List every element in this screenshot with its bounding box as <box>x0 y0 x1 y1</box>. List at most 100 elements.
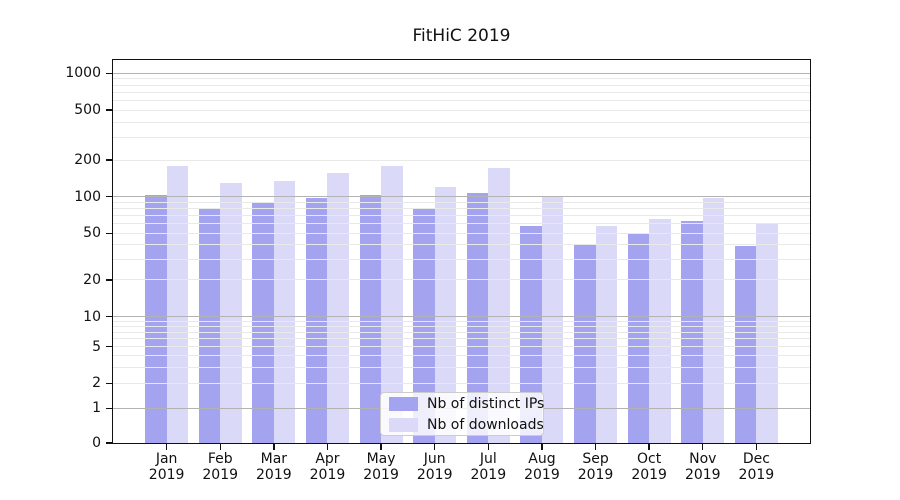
major-gridline-100 <box>113 196 810 198</box>
minor-gridline-200 <box>113 159 810 161</box>
bar-apr-downloads <box>327 172 349 443</box>
y-tick-label-2: 2 <box>92 375 101 392</box>
x-tick-mark-aug <box>541 444 543 450</box>
x-tick-label-jun-2019: Jun 2019 <box>416 451 453 483</box>
minor-gridline-40 <box>113 244 810 246</box>
x-tick-label-dec-2019: Dec 2019 <box>738 451 775 483</box>
bar-oct-distinct-ips <box>627 233 650 443</box>
minor-gridline-800 <box>113 84 810 86</box>
minor-gridline-3 <box>113 366 810 368</box>
y-tick-mark-5 <box>106 346 112 348</box>
bar-dec-distinct-ips <box>734 245 757 443</box>
x-tick-label-jan-2019: Jan 2019 <box>148 451 185 483</box>
y-tick-label-200: 200 <box>74 152 101 168</box>
x-tick-label-may-2019: May 2019 <box>363 451 399 483</box>
chart-title: FitHiC 2019 <box>412 26 511 46</box>
minor-gridline-90 <box>113 201 810 203</box>
y-tick-mark-200 <box>106 159 112 161</box>
minor-gridline-700 <box>113 91 810 93</box>
bar-jul-distinct-ips <box>466 192 489 443</box>
legend-swatch-downloads <box>389 417 418 432</box>
x-tick-label-apr-2019: Apr 2019 <box>309 451 346 483</box>
y-tick-label-0: 0 <box>92 435 101 451</box>
x-tick-mark-feb <box>219 444 221 450</box>
y-tick-label-1000: 1000 <box>65 65 101 82</box>
legend-label-distinct-ips: Nb of distinct IPs <box>427 395 545 412</box>
x-tick-mark-jan <box>165 444 168 450</box>
minor-gridline-6 <box>113 338 810 340</box>
x-tick-mark-may <box>380 444 382 450</box>
legend-entry-downloads: Nb of downloads <box>389 417 544 433</box>
minor-gridline-70 <box>113 215 810 217</box>
minor-gridline-2 <box>113 382 810 384</box>
bar-oct-downloads <box>649 219 671 443</box>
y-tick-label-100: 100 <box>74 188 101 205</box>
bar-feb-distinct-ips <box>198 207 221 443</box>
bar-sep-downloads <box>595 226 617 443</box>
minor-gridline-60 <box>113 223 810 225</box>
bar-may-downloads <box>381 166 403 443</box>
bar-may-distinct-ips <box>359 194 382 443</box>
minor-gridline-900 <box>113 78 810 80</box>
y-tick-label-50: 50 <box>83 225 101 242</box>
minor-gridline-7 <box>113 331 810 333</box>
bar-aug-distinct-ips <box>520 226 542 443</box>
y-tick-label-1: 1 <box>92 400 101 417</box>
minor-gridline-300 <box>113 137 810 139</box>
plot-area: Nb of distinct IPs Nb of downloads <box>112 59 811 444</box>
x-tick-label-aug-2019: Aug 2019 <box>524 451 560 483</box>
x-tick-mark-sep <box>594 444 597 450</box>
minor-gridline-9 <box>113 320 810 322</box>
x-tick-mark-jul <box>487 444 489 450</box>
bar-jan-distinct-ips <box>145 195 167 443</box>
y-tick-label-5: 5 <box>92 338 101 355</box>
bar-jul-downloads <box>488 168 510 443</box>
y-tick-mark-2 <box>106 382 112 384</box>
x-tick-label-nov-2019: Nov 2019 <box>684 451 721 483</box>
y-tick-mark-1000 <box>106 72 112 74</box>
minor-gridline-30 <box>113 258 810 260</box>
y-tick-label-20: 20 <box>83 271 101 288</box>
minor-gridline-500 <box>113 109 810 111</box>
bar-sep-distinct-ips <box>574 244 596 443</box>
x-tick-mark-oct <box>648 444 650 450</box>
x-tick-label-mar-2019: Mar 2019 <box>256 451 292 483</box>
bar-mar-downloads <box>273 180 296 443</box>
major-gridline-10 <box>113 316 810 318</box>
x-tick-mark-mar <box>273 444 275 450</box>
x-tick-label-feb-2019: Feb 2019 <box>202 451 239 483</box>
legend: Nb of distinct IPs Nb of downloads <box>380 392 544 436</box>
y-tick-mark-10 <box>106 315 112 318</box>
minor-gridline-5 <box>113 346 810 348</box>
x-tick-mark-jun <box>433 444 436 450</box>
minor-gridline-400 <box>113 121 810 123</box>
y-tick-mark-50 <box>106 232 112 234</box>
major-gridline-1000 <box>113 72 810 74</box>
legend-label-downloads: Nb of downloads <box>427 416 544 433</box>
x-tick-label-oct-2019: Oct 2019 <box>631 451 667 483</box>
x-tick-mark-apr <box>326 444 329 450</box>
y-tick-label-500: 500 <box>74 102 101 119</box>
x-tick-mark-dec <box>755 444 758 450</box>
minor-gridline-8 <box>113 325 810 327</box>
y-tick-label-10: 10 <box>83 308 101 325</box>
legend-entry-distinct-ips: Nb of distinct IPs <box>389 396 544 412</box>
minor-gridline-50 <box>113 232 810 234</box>
minor-gridline-4 <box>113 355 810 357</box>
y-tick-mark-0 <box>106 442 112 444</box>
bar-feb-downloads <box>220 182 242 443</box>
minor-gridline-600 <box>113 99 810 101</box>
x-tick-label-jul-2019: Jul 2019 <box>470 451 507 483</box>
bar-aug-downloads <box>541 196 564 443</box>
legend-swatch-distinct-ips <box>389 396 418 411</box>
x-tick-mark-nov <box>702 444 704 450</box>
bar-jun-distinct-ips <box>413 208 435 443</box>
y-tick-mark-500 <box>106 109 112 111</box>
minor-gridline-80 <box>113 207 810 209</box>
minor-gridline-20 <box>113 279 810 281</box>
bar-jun-downloads <box>434 186 457 443</box>
y-tick-mark-20 <box>106 279 112 281</box>
y-tick-mark-1 <box>106 407 112 409</box>
y-tick-mark-100 <box>106 195 112 198</box>
